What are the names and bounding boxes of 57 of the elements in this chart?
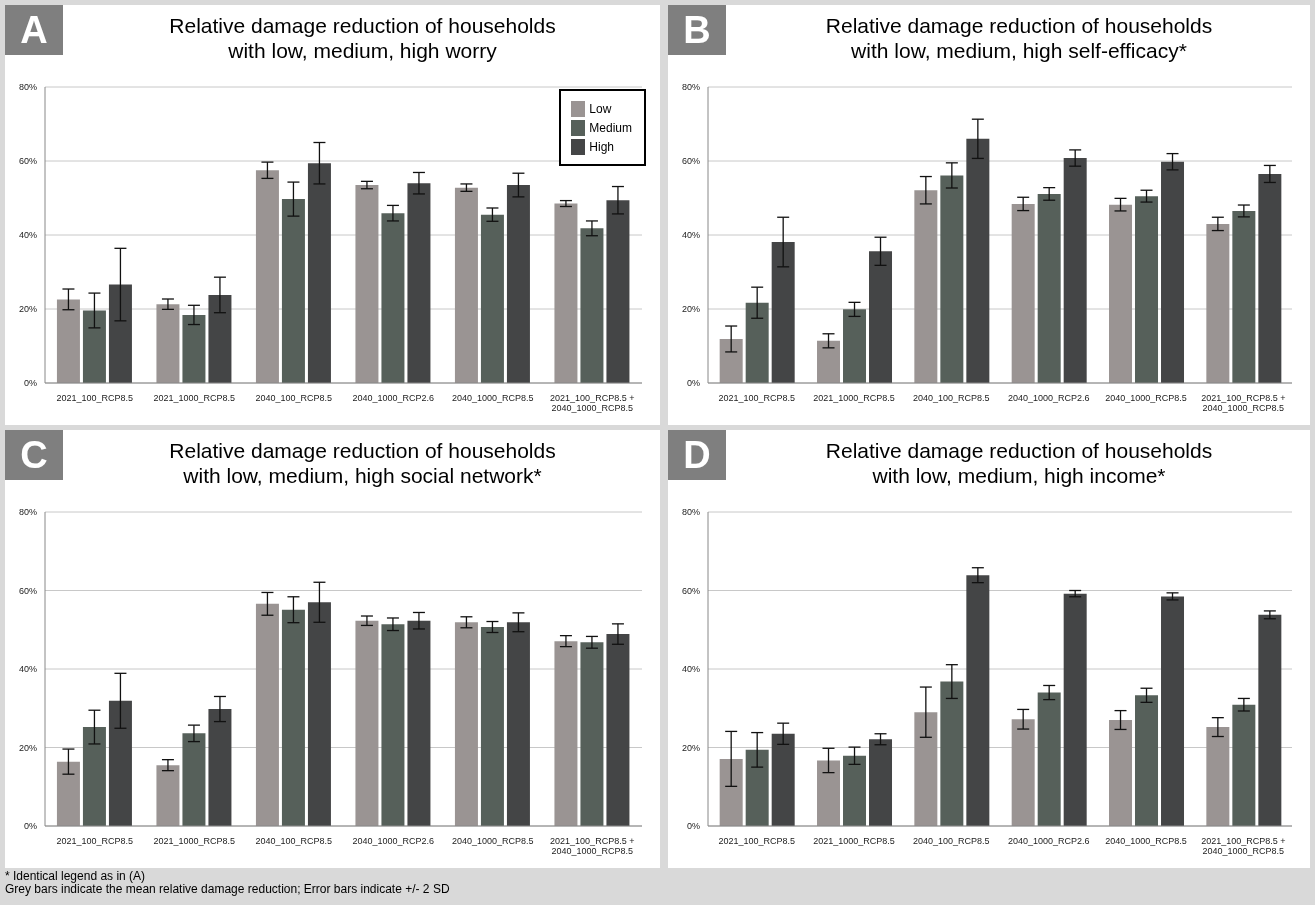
y-tick-label: 40% — [18, 664, 37, 675]
x-tick-label: 2021_100_RCP8.5 — [56, 836, 134, 846]
x-tick-label: 2021_1000_RCP8.5 — [813, 393, 895, 403]
x-tick-label: 2040_1000_RCP8.5 — [1105, 393, 1187, 403]
y-tick-label: 0% — [686, 378, 700, 389]
x-tick-label: 2040_100_RCP8.5 — [255, 836, 333, 846]
x-tick-label: 2021_1000_RCP8.5 — [813, 836, 895, 846]
x-tick-label: 2021_100_RCP8.5 + 2040_1000_RCP8.5 — [550, 836, 635, 856]
chart-title: Relative damage reduction of households with low, medium, high self-efficacy* — [824, 13, 1214, 63]
y-tick-label: 80% — [18, 507, 37, 518]
x-tick-label: 2021_100_RCP8.5 — [718, 836, 795, 846]
x-tick-label: 2021_1000_RCP8.5 — [153, 393, 236, 403]
y-tick-label: 60% — [681, 156, 700, 167]
text: B — [668, 5, 726, 55]
legend-label: Low — [589, 101, 612, 116]
x-tick-label: 2021_100_RCP8.5 + 2040_1000_RCP8.5 — [550, 393, 635, 413]
y-tick-label: 60% — [18, 585, 37, 596]
y-tick-label: 20% — [18, 742, 37, 753]
x-tick-label: 2040_100_RCP8.5 — [913, 836, 990, 846]
x-tick-label: 2021_100_RCP8.5 — [718, 393, 795, 403]
y-tick-label: 0% — [686, 821, 700, 832]
y-tick-label: 20% — [681, 742, 700, 753]
x-tick-label: 2021_100_RCP8.5 + 2040_1000_RCP8.5 — [1201, 393, 1286, 413]
y-tick-label: 20% — [681, 304, 700, 315]
y-tick-label: 0% — [23, 378, 37, 389]
legend-label: High — [589, 139, 614, 154]
y-tick-label: 80% — [18, 82, 37, 93]
x-tick-label: 2021_1000_RCP8.5 — [153, 836, 236, 846]
y-tick-label: 40% — [681, 664, 700, 675]
x-tick-label: 2040_1000_RCP2.6 — [352, 836, 435, 846]
x-tick-label: 2040_1000_RCP8.5 — [1105, 836, 1187, 846]
chart-title: Relative damage reduction of households with low, medium, high social network* — [168, 438, 557, 488]
x-tick-label: 2040_1000_RCP2.6 — [352, 393, 435, 403]
x-tick-label: 2040_100_RCP8.5 — [255, 393, 333, 403]
x-tick-label: 2040_1000_RCP2.6 — [1007, 836, 1090, 846]
text: A — [5, 5, 63, 55]
x-tick-label: 2021_100_RCP8.5 — [56, 393, 134, 403]
y-tick-label: 40% — [18, 230, 37, 241]
y-tick-label: 0% — [23, 821, 37, 832]
chart-title: Relative damage reduction of households with low, medium, high income* — [824, 438, 1214, 488]
y-tick-label: 60% — [681, 585, 700, 596]
legend-label: Medium — [589, 120, 632, 135]
chart-title: Relative damage reduction of households with low, medium, high worry — [168, 13, 557, 63]
x-tick-label: 2040_1000_RCP2.6 — [1007, 393, 1090, 403]
y-tick-label: 20% — [18, 304, 37, 315]
y-tick-label: 60% — [18, 156, 37, 167]
x-tick-label: 2040_1000_RCP8.5 — [451, 393, 534, 403]
y-tick-label: 80% — [681, 82, 700, 93]
x-tick-label: 2040_100_RCP8.5 — [913, 393, 990, 403]
text: Grey bars indicate the mean relative damage reduction; Error bars indicate +/- 2 SD — [5, 882, 451, 896]
x-tick-label: 2021_100_RCP8.5 + 2040_1000_RCP8.5 — [1201, 836, 1286, 856]
text: * Identical legend as in (A) — [5, 869, 147, 883]
text: D — [668, 430, 726, 480]
text: C — [5, 430, 63, 480]
x-tick-label: 2040_1000_RCP8.5 — [451, 836, 534, 846]
y-tick-label: 80% — [681, 507, 700, 518]
y-tick-label: 40% — [681, 230, 700, 241]
